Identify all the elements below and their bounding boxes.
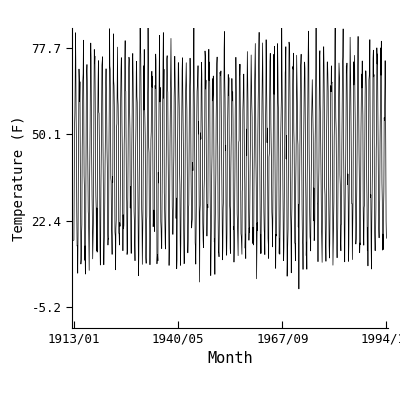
- Y-axis label: Temperature (F): Temperature (F): [12, 115, 26, 241]
- X-axis label: Month: Month: [207, 352, 253, 366]
